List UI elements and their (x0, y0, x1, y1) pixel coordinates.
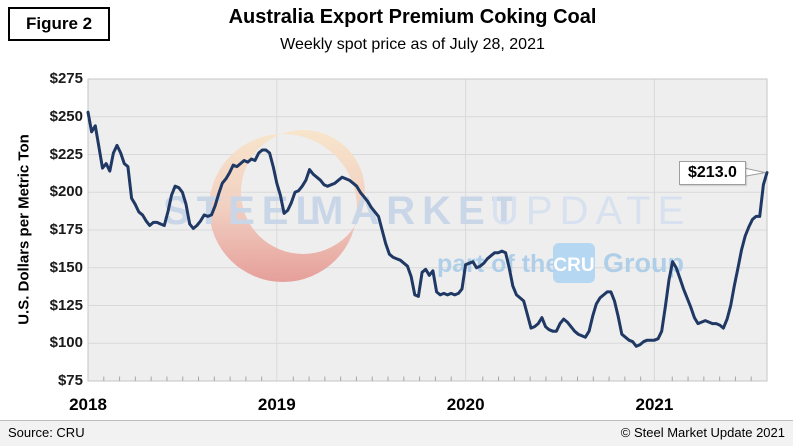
price-line (86, 110, 769, 348)
chart-title: Australia Export Premium Coking Coal (228, 6, 597, 28)
figure-label: Figure 2 (8, 7, 111, 41)
chart-subtitle: Weekly spot price as of July 28, 2021 (280, 36, 545, 53)
x-tick-label: 2018 (69, 395, 107, 414)
y-tick-label: $275 (49, 70, 83, 87)
smu-crescent-logo (209, 130, 365, 282)
y-tick-label: $175 (49, 221, 83, 238)
y-tick-label: $250 (49, 107, 83, 125)
cru-logo-box (553, 243, 595, 283)
x-tick-label: 2020 (446, 395, 485, 414)
x-tick-label: 2021 (635, 395, 674, 414)
y-tick-label: $125 (49, 296, 83, 314)
last-value-callout: $213.0 (679, 161, 746, 185)
copyright-note: © Steel Market Update 2021 (620, 425, 785, 440)
y-tick-label: $75 (57, 372, 83, 389)
watermark-part-of-the: part of the (437, 250, 559, 278)
source-note: Source: CRU (8, 425, 85, 440)
cru-logo-text: CRU (553, 255, 594, 276)
watermark-update: UPDATE (490, 189, 691, 233)
watermark-market: MARKET (310, 189, 523, 233)
y-tick-label: $200 (49, 183, 83, 201)
x-tick-label: 2019 (257, 395, 296, 414)
plot-border (87, 78, 768, 382)
footer-bar: Source: CRU © Steel Market Update 2021 (0, 420, 793, 446)
y-tick-label: $150 (49, 258, 83, 276)
y-tick-label: $225 (49, 145, 83, 163)
y-tick-label: $100 (49, 334, 83, 352)
